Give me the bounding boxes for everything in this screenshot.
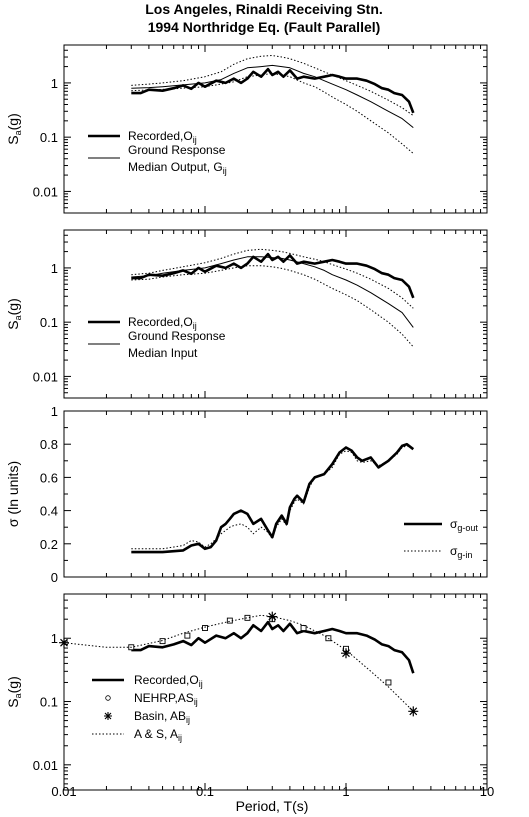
y-tick-label: 0.1 [40, 130, 58, 145]
nehrp-point [244, 614, 251, 621]
plot-frame [63, 410, 488, 578]
plot-frame [63, 44, 488, 214]
nehrp-point [159, 638, 166, 645]
y-tick-label: 0.1 [40, 315, 58, 330]
nehrp-point [226, 617, 233, 624]
series-3-dotted [131, 248, 414, 309]
y-axis-label: Sa(g) [5, 298, 23, 329]
legend-label: Recorded,Oij [128, 315, 197, 331]
y-tick-label: 0.4 [40, 504, 58, 519]
legend-label: A & S, Aij [134, 727, 182, 743]
legend-label: Recorded,Oij [134, 673, 203, 689]
y-tick-label: 1 [51, 261, 58, 276]
title-line-2: 1994 Northridge Eq. (Fault Parallel) [148, 19, 381, 35]
x-tick-label: 0.01 [51, 784, 76, 799]
series-3-dotted [131, 55, 414, 117]
title-line-1: Los Angeles, Rinaldi Receiving Stn. [145, 1, 383, 17]
series-1-thick [131, 67, 415, 114]
y-axis-label: Sa(g) [5, 113, 23, 144]
y-tick-label: 0 [51, 570, 58, 585]
y-tick-label: 0.01 [33, 184, 58, 199]
y-tick-label: 1 [51, 631, 58, 646]
y-tick-label: 1 [51, 76, 58, 91]
series-1-thick [131, 620, 415, 674]
legend-label: Median Input [128, 346, 198, 360]
legend-label: Median Output, Gij [128, 160, 227, 176]
series-2-thin [131, 256, 414, 328]
legend: Recorded,Oij NEHRP,ASij Basin, ABij A & S, … [92, 673, 203, 743]
y-tick-label: 0.1 [40, 695, 58, 710]
series-1-thick [131, 442, 415, 554]
legend-symbol [104, 712, 112, 720]
nehrp-point [385, 679, 392, 686]
plot-frame [63, 593, 488, 791]
nehrp-point [184, 632, 191, 639]
x-axis-label: Period, T(s) [236, 798, 309, 814]
legend-label: Basin, ABij [134, 709, 190, 725]
series-4-dotted [63, 614, 414, 712]
basin-point [267, 611, 278, 622]
y-axis-label: σ (ln units) [5, 461, 21, 527]
basin-point [341, 648, 351, 659]
x-tick-label: 1 [342, 784, 349, 799]
legend-label: Ground Response [128, 329, 226, 343]
y-tick-label: 0.01 [33, 758, 58, 773]
series-4-dotted [131, 265, 414, 348]
legend-label: σg-out [450, 517, 478, 533]
nehrp-point [300, 625, 307, 631]
legend-label: Recorded,Oij [128, 129, 197, 145]
x-tick-labels: 0.01 0.1 1 10 [51, 784, 494, 799]
x-tick-label: 10 [480, 784, 494, 799]
y-tick-label: 0.8 [40, 437, 58, 452]
y-tick-label: 0.01 [33, 369, 58, 384]
legend-label: Ground Response [128, 143, 226, 157]
series-2-thin [131, 64, 414, 128]
series-3-star [59, 611, 419, 717]
nehrp-point [202, 625, 208, 631]
legend-symbol [105, 695, 111, 701]
legend: σg-out σg-in [404, 517, 478, 560]
panel-4: 0.01 0.1 1 Sa(g) Recorded,Oij NEHRP,ASij Basin… [5, 593, 488, 791]
series-2-dotted [131, 445, 414, 550]
y-tick-label: 1 [51, 404, 58, 419]
legend-label: NEHRP,ASij [134, 691, 198, 707]
y-tick-label: 0.6 [40, 470, 58, 485]
panel-3: 0 0.2 0.4 0.6 0.8 1 σ (ln units) σg-out σg-in [5, 404, 488, 585]
basin-point [408, 706, 419, 717]
y-axis-label: Sa(g) [5, 676, 23, 707]
legend-label: σg-in [450, 544, 472, 560]
plot-frame [63, 229, 488, 399]
x-tick-label: 0.1 [196, 784, 214, 799]
y-tick-label: 0.2 [40, 537, 58, 552]
